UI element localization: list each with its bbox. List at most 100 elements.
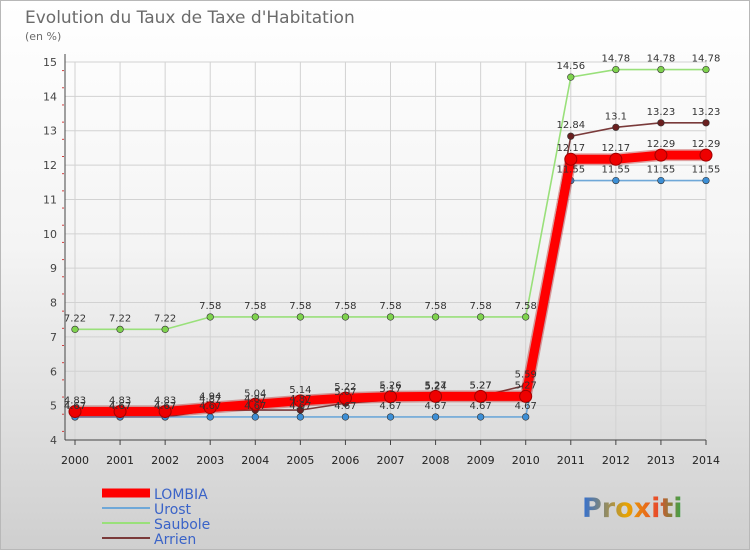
- data-label-lombia: 12.17: [556, 143, 585, 154]
- y-tick-label: 13: [43, 125, 57, 138]
- data-point-arrien: [612, 123, 620, 131]
- data-label-lombia: 5.04: [244, 388, 266, 399]
- data-label-arrien: 5.17: [379, 384, 401, 395]
- data-label-saubole: 14.56: [556, 61, 585, 72]
- data-label-urost: 4.67: [199, 401, 221, 412]
- data-point-lombia: [203, 401, 217, 415]
- data-label-lombia: 12.29: [647, 139, 676, 150]
- y-tick-label: 8: [50, 297, 57, 310]
- data-point-lombia: [293, 394, 307, 408]
- data-point-urost: [206, 413, 214, 421]
- data-label-saubole: 7.58: [199, 301, 221, 312]
- data-point-saubole: [477, 313, 485, 321]
- data-label-arrien: 13.1: [605, 111, 627, 122]
- data-label-arrien: 5.27: [470, 380, 492, 391]
- data-label-saubole: 14.78: [692, 54, 721, 65]
- y-tick-label: 10: [43, 228, 57, 241]
- data-point-lombia: [113, 404, 127, 418]
- data-label-saubole: 7.58: [289, 301, 311, 312]
- data-point-saubole: [296, 313, 304, 321]
- x-tick-label: 2004: [241, 454, 269, 467]
- data-point-saubole: [206, 313, 214, 321]
- axes: 4 5 6 7 8 9 10 11 12 13 14 15 2000 2001 2002 2003 2004 20…: [43, 54, 720, 467]
- data-point-lombia: [519, 389, 533, 403]
- data-point-saubole: [251, 313, 259, 321]
- chart-title: Evolution du Taux de Taxe d'Habitation: [25, 8, 355, 28]
- y-tick-label: 6: [50, 365, 57, 378]
- data-point-lombia: [384, 390, 397, 404]
- data-label-saubole: 14.78: [602, 54, 631, 65]
- data-label-urost: 4.67: [154, 401, 176, 412]
- data-label-arrien: 4.87: [244, 394, 266, 405]
- data-label-saubole: 14.78: [647, 54, 676, 65]
- data-label-urost: 4.67: [515, 401, 537, 412]
- x-tick-label: 2009: [467, 454, 495, 467]
- x-tick-label: 2012: [602, 454, 630, 467]
- x-tick-label: 2014: [692, 454, 720, 467]
- legend-label-urost: Urost: [154, 502, 192, 518]
- data-label-lombia: 5.26: [379, 381, 401, 392]
- data-label-lombia: 12.17: [602, 143, 631, 154]
- data-point-arrien: [702, 119, 710, 127]
- y-tick-label: 4: [50, 434, 57, 447]
- data-point-arrien: [567, 132, 575, 140]
- data-label-arrien: 4.87: [289, 394, 311, 405]
- data-label-urost: 4.67: [334, 401, 356, 412]
- data-label-lombia: 4.83: [109, 395, 131, 406]
- y-tick-label: 12: [43, 159, 57, 172]
- data-label-lombia: 5.27: [470, 380, 492, 391]
- y-tick-label: 9: [50, 262, 57, 275]
- x-tick-label: 2002: [151, 454, 179, 467]
- data-point-lombia: [474, 389, 488, 403]
- data-label-lombia: 5.27: [515, 380, 537, 391]
- x-tick-label: 2001: [106, 454, 134, 467]
- x-tick-label: 2003: [196, 454, 224, 467]
- data-point-saubole: [702, 65, 710, 74]
- data-label-lombia: 12.29: [692, 139, 721, 150]
- data-label-urost: 4.67: [470, 401, 492, 412]
- data-label-urost: 11.55: [692, 165, 721, 176]
- data-point-urost: [477, 413, 485, 421]
- data-label-lombia: 5.27: [424, 380, 446, 391]
- data-point-urost: [386, 413, 395, 421]
- data-label-arrien: 5.24: [424, 381, 446, 392]
- data-label-urost: 11.55: [602, 165, 631, 176]
- legend-label-saubole: Saubole: [154, 517, 210, 533]
- data-label-arrien: 4.67: [64, 401, 86, 412]
- data-label-lombia: 4.94: [199, 392, 221, 403]
- x-tick-label: 2005: [286, 454, 314, 467]
- legend-label-arrien: Arrien: [154, 532, 196, 548]
- proxiti-logo: Proxiti: [582, 493, 683, 524]
- data-label-lombia: 5.14: [289, 385, 311, 396]
- data-point-lombia: [429, 389, 443, 403]
- data-label-urost: 11.55: [647, 165, 676, 176]
- data-labels: 4.83 4.83 4.83 4.94 5.04 5.14 5.22 5.26 5.27 5.27…: [64, 54, 720, 412]
- data-label-saubole: 7.58: [334, 301, 356, 312]
- data-point-urost: [251, 413, 259, 421]
- data-point-urost: [341, 413, 350, 421]
- data-label-lombia: 5.22: [334, 382, 356, 393]
- series-area: [68, 65, 713, 421]
- data-point-urost: [702, 176, 710, 185]
- data-point-lombia: [564, 152, 578, 166]
- data-label-urost: 4.67: [424, 401, 446, 412]
- data-label-arrien: 4.67: [109, 401, 131, 412]
- data-point-saubole: [116, 325, 124, 333]
- data-label-arrien: 12.84: [556, 120, 585, 131]
- data-label-saubole: 7.22: [154, 313, 176, 324]
- data-point-arrien: [657, 119, 665, 127]
- y-tick-label: 5: [50, 400, 57, 413]
- y-tick-label: 14: [43, 90, 57, 103]
- data-label-urost: 11.55: [556, 165, 585, 176]
- data-point-lombia: [338, 391, 352, 405]
- data-point-lombia: [68, 404, 82, 418]
- data-label-urost: 4.67: [109, 401, 131, 412]
- data-label-saubole: 7.58: [244, 301, 266, 312]
- data-point-lombia: [654, 148, 668, 162]
- y-tick-label: 15: [43, 56, 57, 69]
- x-tick-label: 2006: [331, 454, 359, 467]
- data-label-saubole: 7.58: [424, 301, 446, 312]
